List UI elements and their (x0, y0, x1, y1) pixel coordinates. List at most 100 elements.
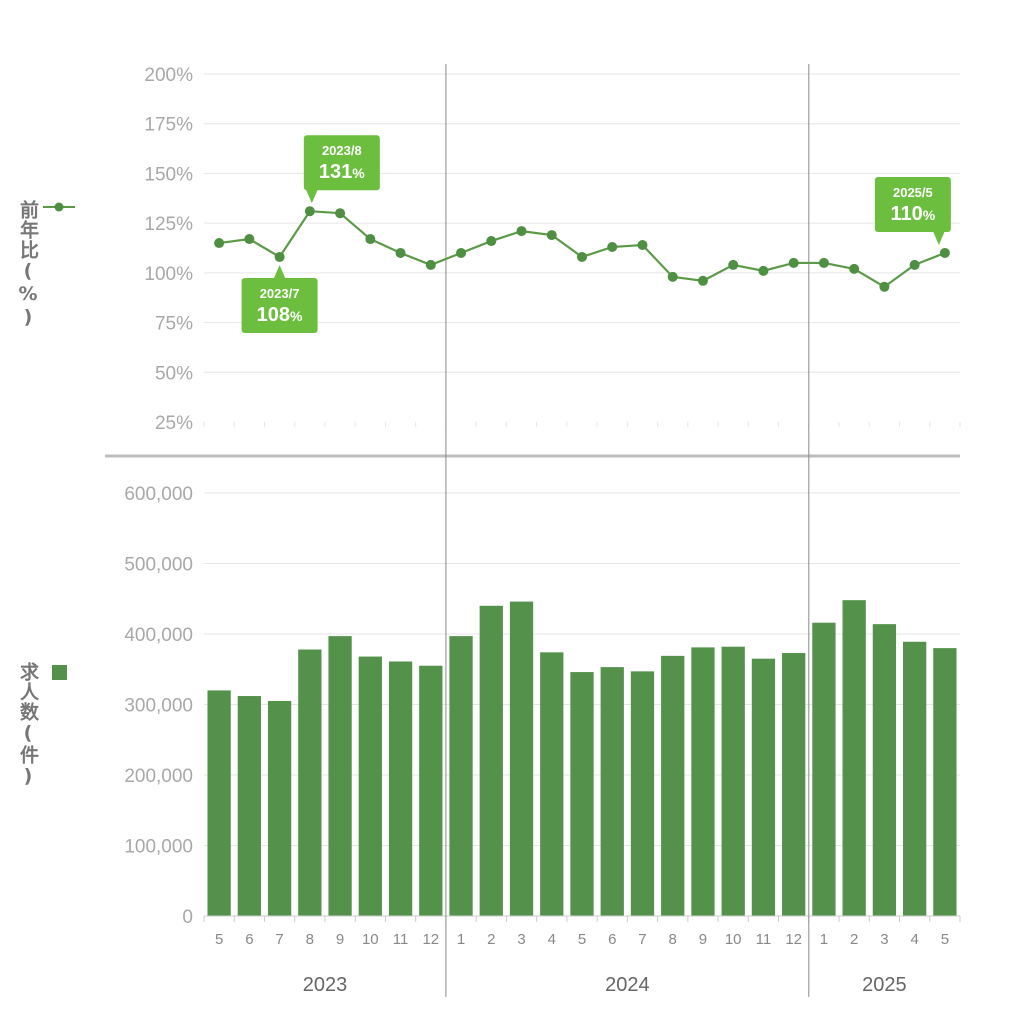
line-ytick-label: 100% (144, 264, 193, 285)
line-ytick-label: 175% (144, 115, 193, 136)
line-ytick-label: 25% (155, 413, 193, 434)
line-point-2023/11 (395, 247, 406, 258)
bar-ytick-label: 300,000 (124, 696, 193, 717)
line-point-2025/3 (879, 281, 890, 292)
month-label: 6 (608, 931, 616, 948)
month-label: 10 (362, 931, 379, 948)
line-point-2024/7 (637, 240, 648, 251)
month-label: 1 (457, 931, 465, 948)
bar-11-6 (388, 661, 413, 916)
callout-value-unit: % (290, 308, 303, 324)
month-label: 4 (548, 931, 556, 948)
month-label: 9 (336, 931, 344, 948)
bar-square-icon (52, 665, 67, 680)
legend-bar-square-icon (42, 662, 76, 832)
line-point-2024/8 (667, 271, 678, 282)
line-point-2023/8 (304, 206, 315, 217)
bar-1-20 (812, 622, 836, 916)
month-label: 10 (725, 931, 742, 948)
line-point-2024/1 (456, 247, 467, 258)
month-label: 2 (487, 931, 495, 948)
month-label: 5 (941, 931, 949, 948)
line-point-2025/2 (849, 263, 860, 274)
month-label: 11 (756, 931, 772, 948)
month-label: 11 (393, 931, 409, 948)
line-point-2024/12 (788, 257, 799, 268)
year-label-2023: 2023 (303, 974, 348, 996)
month-label: 2 (850, 931, 858, 948)
line-point-2024/10 (728, 259, 739, 270)
bar-ytick-label: 400,000 (124, 625, 193, 646)
bar-ytick-label: 200,000 (124, 766, 193, 787)
bar-1-8 (449, 636, 473, 916)
bar-ytick-label: 500,000 (124, 555, 193, 576)
callout-date: 2023/7 (260, 286, 300, 301)
bar-11-18 (751, 658, 776, 916)
callout-date: 2025/5 (893, 185, 933, 200)
callout-value: 108% (257, 304, 303, 326)
line-point-2023/7 (274, 251, 285, 262)
month-label: 8 (306, 931, 314, 948)
month-label: 1 (820, 931, 828, 948)
bar-10-5 (358, 656, 382, 916)
legend-bar-series: 求人数(件) (17, 662, 76, 832)
line-series-path (218, 210, 946, 289)
bar-10-17 (721, 646, 745, 916)
month-label: 12 (422, 931, 439, 948)
callout-box-2023/8 (303, 135, 380, 191)
bar-6-1 (237, 696, 262, 916)
bar-2-21 (842, 600, 866, 916)
callout-value-unit: % (352, 165, 365, 181)
line-point-2024/5 (577, 251, 587, 262)
legend-line-label: 前年比(%) (17, 200, 39, 329)
line-point-2024/2 (486, 236, 497, 247)
month-label: 3 (517, 931, 525, 948)
month-label: 5 (215, 931, 223, 948)
line-point-2025/1 (818, 257, 829, 268)
callout-value-number: 108 (257, 304, 290, 326)
legend-bar-label: 求人数(件) (17, 662, 39, 788)
month-label: 9 (699, 931, 707, 948)
bar-5-12 (570, 672, 594, 916)
callout-date: 2023/8 (322, 143, 362, 158)
bar-8-15 (661, 655, 685, 916)
callout-value-number: 110 (891, 203, 923, 225)
callout-pointer (305, 189, 318, 204)
month-label: 8 (669, 931, 677, 948)
callout-value: 131% (319, 161, 365, 183)
bar-ytick-label: 100,000 (124, 837, 193, 858)
line-point-2025/5 (939, 247, 950, 258)
month-label: 12 (785, 931, 802, 948)
bar-ytick-label: 0 (182, 907, 193, 928)
bar-7-2 (267, 700, 292, 916)
legend-line-series: 前年比(%) (17, 200, 76, 330)
callout-box-2023/7 (241, 277, 318, 333)
year-label-2024: 2024 (605, 974, 650, 996)
bar-4-11 (540, 652, 564, 916)
callout-value-number: 131 (319, 161, 352, 183)
bar-3-10 (509, 601, 534, 916)
line-ytick-label: 125% (144, 214, 193, 235)
line-point-2023/10 (365, 234, 376, 245)
bar-7-14 (630, 671, 655, 916)
bar-5-24 (933, 648, 957, 916)
callout-pointer (932, 230, 945, 245)
line-ytick-label: 200% (144, 65, 193, 86)
month-label: 5 (578, 931, 586, 948)
line-point-2023/5 (214, 238, 225, 249)
line-ytick-label: 50% (155, 363, 193, 384)
line-point-2024/3 (516, 226, 527, 237)
bar-9-4 (328, 636, 352, 916)
bar-8-3 (298, 649, 322, 916)
line-point-2025/4 (909, 259, 920, 270)
month-label: 4 (910, 931, 918, 948)
bar-12-19 (782, 653, 806, 916)
line-point-2024/11 (758, 265, 769, 276)
line-ytick-label: 150% (144, 164, 193, 185)
month-label: 3 (880, 931, 888, 948)
month-label: 7 (638, 931, 646, 948)
callout-value: 110% (891, 203, 936, 225)
line-point-2024/6 (607, 242, 618, 253)
legend-line-marker-icon (42, 200, 76, 330)
